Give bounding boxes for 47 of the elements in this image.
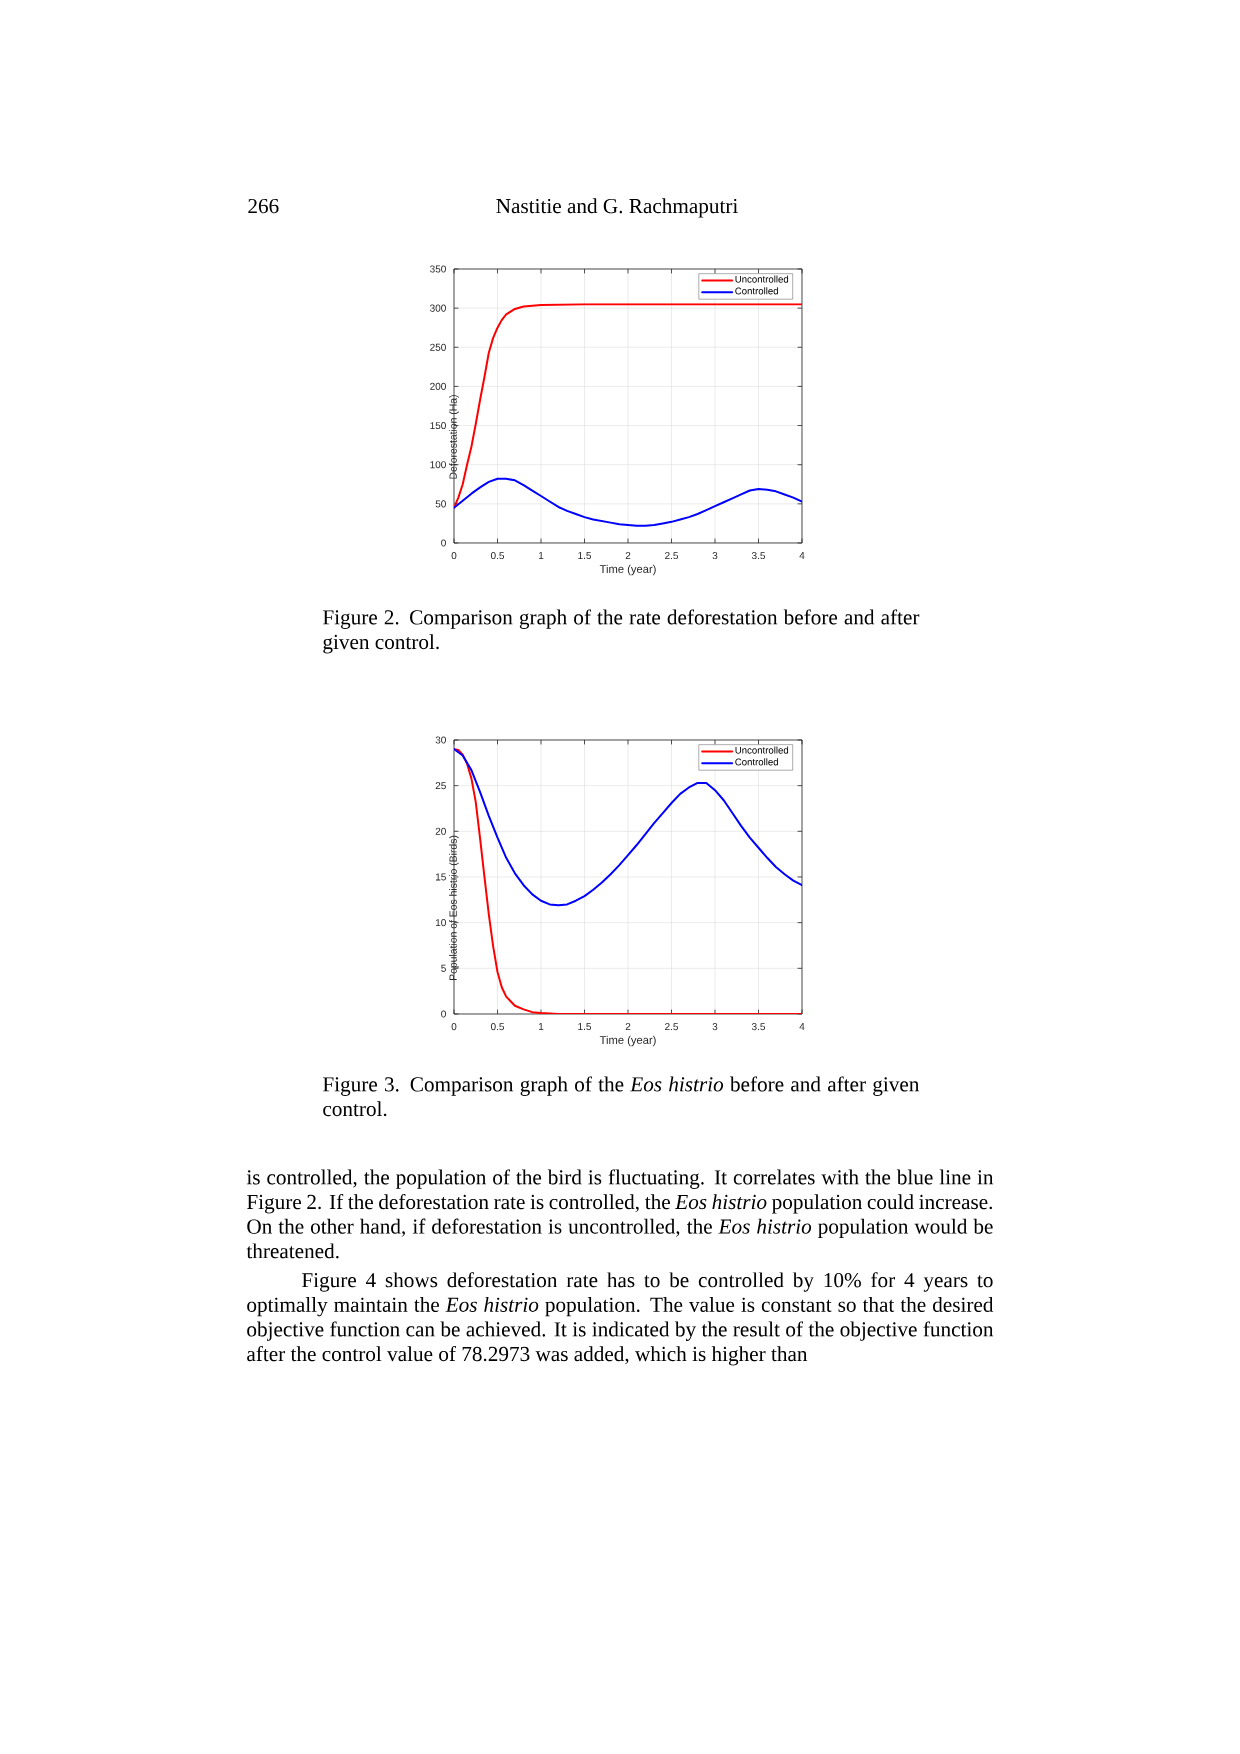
legend-label: Uncontrolled [735, 746, 789, 754]
x-tick-label: 2.5 [665, 552, 679, 560]
legend-label: Uncontrolled [735, 275, 789, 283]
y-tick-label: 25 [435, 782, 446, 790]
y-tick-label: 350 [430, 265, 446, 273]
x-tick-label: 1.5 [578, 552, 592, 560]
y-tick-label: 10 [435, 919, 446, 927]
text: Figure 3. Comparison graph of the Eos histrio before and after given control. [323, 1076, 920, 1117]
x-tick-label: 0 [451, 552, 457, 560]
x-tick-label: 4 [799, 1023, 805, 1030]
x-tick-label: 0.5 [490, 1023, 505, 1031]
y-tick-label: 50 [435, 500, 446, 508]
y-axis-title: Population of Eos histrio (Birds) [449, 835, 459, 980]
legend-label: Controlled [735, 758, 778, 766]
x-tick-label: 3 [712, 1023, 718, 1031]
y-tick-label: 5 [441, 964, 446, 972]
x-tick-label: 0 [451, 1023, 457, 1031]
x-tick-label: 2 [625, 1023, 631, 1031]
x-tick-label: 4 [799, 552, 805, 559]
x-tick-label: 1.5 [578, 1023, 592, 1031]
y-axis-title: Deforestation (Ha) [449, 395, 459, 479]
legend-label: Controlled [735, 287, 778, 295]
y-tick-label: 250 [430, 343, 446, 351]
y-tick-label: 300 [430, 304, 446, 312]
text: Nastitie and G. Rachmaputri [496, 198, 738, 218]
caption: Figure 2. Comparison graph of the rate deforestation before and after given control. [323, 609, 920, 654]
x-tick-label: 3.5 [751, 552, 766, 560]
y-tick-label: 100 [430, 461, 446, 469]
text: is controlled, the population of the bird is fluctuating. It correlates with the blue line in Figure 2. If the deforestation rate is controlled, the Eos histrio population could increase. On the other hand, if deforestation is uncontrolled, the Eos histrio population would be threatened. [246, 1169, 994, 1259]
x-axis-title: Time (year) [599, 1035, 656, 1047]
x-tick-label: 3.5 [751, 1023, 766, 1031]
text: 266 [248, 198, 279, 214]
x-tick-label: 2 [625, 552, 631, 560]
y-tick-label: 200 [430, 382, 446, 390]
y-tick-label: 0 [441, 1010, 446, 1018]
x-axis-title: Time (year) [599, 564, 656, 576]
x-tick-label: 2.5 [665, 1023, 679, 1031]
y-tick-label: 0 [441, 539, 446, 547]
x-tick-label: 1 [538, 552, 544, 559]
y-tick-label: 15 [435, 873, 446, 881]
x-tick-label: 3 [712, 552, 718, 560]
y-tick-label: 30 [435, 736, 446, 744]
y-tick-label: 150 [430, 422, 446, 430]
y-tick-label: 20 [435, 827, 446, 835]
x-tick-label: 0.5 [490, 552, 505, 560]
caption: Figure 4 shows deforestation rate has to be controlled by 10% for 4 years to optimally maintain the Eos histrio population. The value is constant so that the desired objective function can be achieved. It is indicated by the result of the objective function after the control value of 78.2973 was added, which is higher than [247, 1272, 994, 1366]
x-tick-label: 1 [538, 1023, 544, 1030]
